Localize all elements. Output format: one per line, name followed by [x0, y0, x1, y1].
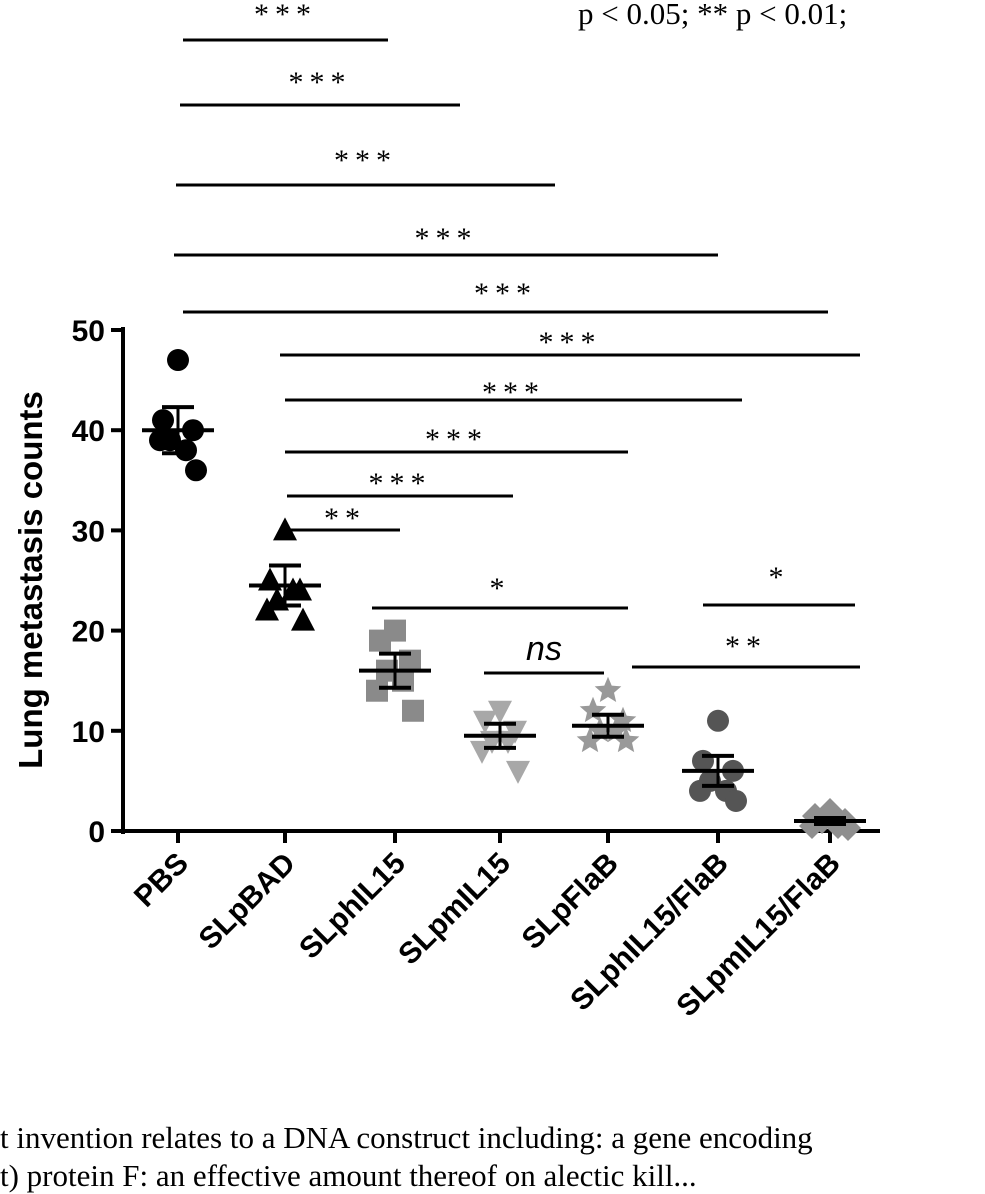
y-axis-label: Lung metastasis counts: [12, 391, 49, 769]
x-tick-labels: PBSSLpBADSLphIL15SLpmIL15SLpFlaBSLphIL15…: [128, 847, 847, 1024]
significance-label: ***: [334, 144, 397, 177]
significance-label: ***: [289, 66, 352, 99]
bracket-0-2: ***: [180, 66, 460, 105]
data-point: [291, 608, 315, 631]
data-point: [692, 750, 714, 772]
significance-label: ***: [539, 326, 602, 359]
bracket-2-4: *: [372, 572, 628, 608]
data-point: [506, 761, 530, 784]
group-slpmil15: [464, 701, 536, 784]
significance-label: *: [769, 561, 790, 594]
y-axis: 0 10 20 30 40 50: [72, 315, 880, 849]
y-tick-label: 40: [72, 415, 105, 448]
data-point: [152, 409, 174, 431]
significance-label: ns: [526, 630, 562, 668]
bracket-5-6: *: [703, 561, 855, 605]
body-text-line-1: t invention relates to a DNA construct i…: [0, 1120, 813, 1156]
bracket-0-3: ***: [176, 144, 555, 185]
bracket-0-6: ***: [183, 277, 828, 312]
bracket-1-3: ***: [287, 467, 513, 500]
y-tick-label: 10: [72, 716, 105, 749]
significance-label: ***: [425, 423, 488, 456]
group-slphil15-flab: [682, 710, 754, 812]
significance-brackets: ******************************ns***: [174, 0, 860, 673]
group-slpflab: [572, 677, 644, 752]
significance-label: *: [490, 572, 511, 605]
data-point: [366, 680, 388, 702]
bracket-1-2: **: [290, 502, 400, 535]
significance-label: ***: [474, 277, 537, 310]
group-pbs: [142, 349, 214, 481]
bracket-4-6: **: [632, 630, 860, 667]
data-point: [470, 741, 494, 764]
significance-label: ***: [482, 376, 545, 409]
data-point: [689, 780, 711, 802]
x-tick-label: PBS: [128, 847, 195, 914]
y-tick-label: 0: [88, 816, 105, 849]
bracket-0-1: ***: [183, 0, 388, 40]
significance-label: ***: [369, 467, 432, 500]
bracket-1-6: ***: [280, 326, 860, 359]
data-point: [149, 429, 171, 451]
lung-metastasis-chart: p < 0.05; ** p < 0.01; Lung metastasis c…: [0, 0, 985, 1110]
y-tick-label: 50: [72, 315, 105, 348]
bracket-0-5: ***: [174, 222, 718, 255]
group-slphil15: [359, 620, 431, 722]
y-tick-label: 30: [72, 515, 105, 548]
significance-legend-fragment: p < 0.05; ** p < 0.01;: [578, 0, 847, 31]
data-point: [369, 630, 391, 652]
x-tick-label: SLpFlaB: [516, 847, 625, 956]
bracket-3-4: ns: [484, 630, 604, 673]
significance-label: **: [324, 502, 366, 535]
data-point: [580, 697, 607, 722]
x-tick-label: SLpBAD: [193, 847, 302, 956]
bracket-1-5: ***: [285, 376, 742, 409]
group-slpbad: [249, 517, 321, 630]
data-point: [167, 349, 189, 371]
data-point: [402, 700, 424, 722]
data-point: [725, 790, 747, 812]
y-tick-label: 20: [72, 616, 105, 649]
data-point: [595, 677, 622, 702]
significance-label: ***: [254, 0, 317, 31]
x-tick-label: SLpmIL15: [392, 847, 517, 972]
bracket-1-4: ***: [285, 423, 628, 456]
data-point: [185, 459, 207, 481]
significance-label: **: [725, 630, 767, 663]
significance-label: ***: [415, 222, 478, 255]
body-text-line-2: t) protein F: an effective amount thereo…: [0, 1158, 697, 1194]
data-point: [707, 710, 729, 732]
